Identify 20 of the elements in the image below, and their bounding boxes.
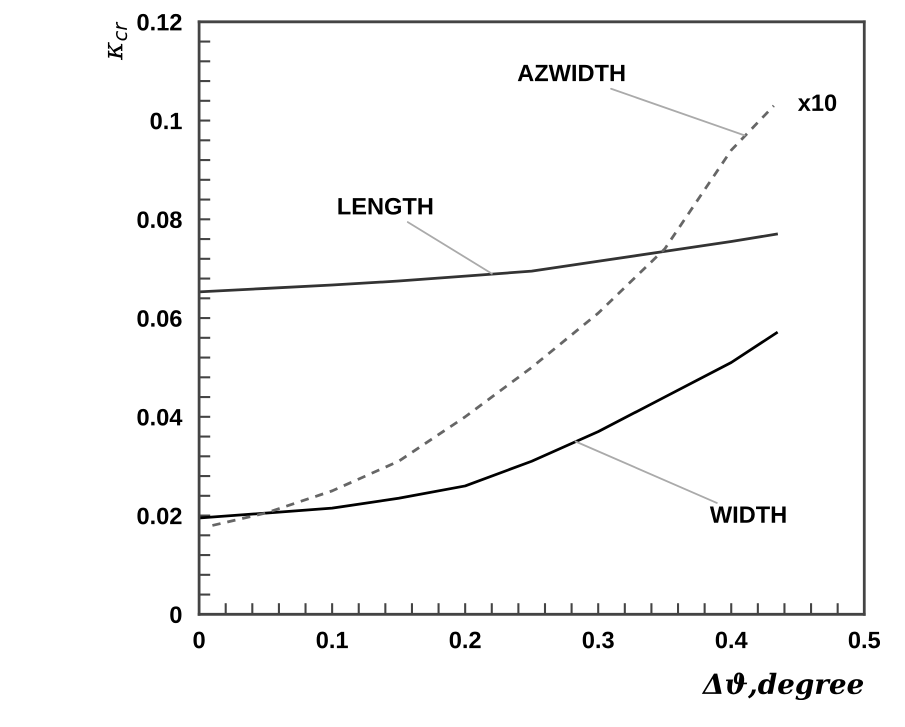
x-axis-title: Δϑ,degree (702, 672, 864, 700)
y-axis-title: κ$_{cr}$ (108, 22, 128, 60)
x-tick-label: 0.5 (848, 632, 880, 648)
annotation: WIDTH (710, 506, 786, 523)
y-tick-label: 0.12 (137, 14, 182, 31)
line-series (199, 232, 778, 294)
y-tick-label: 0.02 (137, 508, 182, 524)
annotation: x10 (798, 94, 836, 112)
annotation: AZWIDTH (518, 64, 624, 82)
annotation: LENGTH (338, 198, 432, 215)
x-tick-label: 0.2 (450, 632, 481, 648)
y-tick-label: 0.08 (137, 211, 182, 228)
y-tick-label: 0.1 (150, 112, 182, 130)
y-tick-label: 0.06 (137, 310, 182, 327)
x-tick-label: 0 (193, 632, 205, 648)
y-tick-label: 0 (170, 606, 182, 624)
y-tick-label: 0.04 (137, 408, 182, 426)
x-tick-label: 0.1 (316, 632, 348, 648)
x-tick-label: 0.4 (716, 632, 748, 648)
x-tick-label: 0.3 (582, 632, 614, 648)
